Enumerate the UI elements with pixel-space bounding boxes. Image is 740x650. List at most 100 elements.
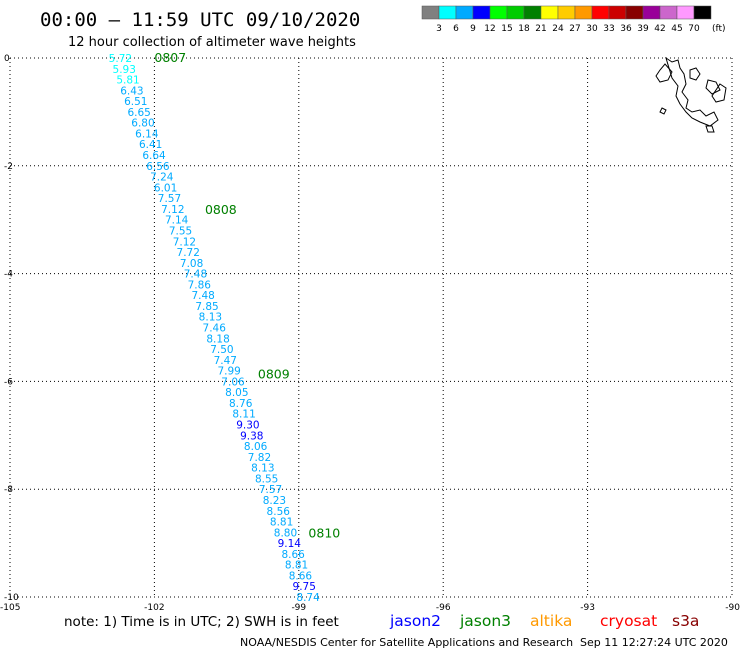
x-tick-label: -102: [144, 603, 164, 613]
pass-time-label: 0808: [205, 202, 237, 217]
mission-jason2: jason2: [389, 612, 441, 630]
swh-sample: 7.50: [210, 344, 233, 356]
swh-sample: 7.24: [150, 172, 174, 184]
y-tick-label: 0: [4, 54, 10, 64]
legend-swatch: [659, 5, 678, 20]
legend-bin-label: 42: [654, 24, 665, 34]
swh-sample: 8.74: [296, 592, 320, 604]
swh-sample: 8.81: [270, 517, 293, 529]
legend-unit: (ft): [712, 24, 726, 34]
swh-sample: 7.48: [184, 269, 207, 281]
swh-sample: 7.99: [217, 366, 240, 378]
swh-sample: 7.14: [165, 215, 189, 227]
swh-sample: 8.55: [255, 473, 278, 485]
x-tick-label: -90: [725, 603, 740, 613]
x-tick-label: -99: [291, 603, 306, 613]
y-tick-label: -10: [4, 593, 19, 603]
legend-swatch: [438, 5, 457, 20]
legend-swatch: [608, 5, 627, 20]
legend-swatch: [642, 5, 661, 20]
mission-s3a: s3a: [672, 612, 699, 630]
pass-time-labels: 0807 0808 0809 0810: [154, 50, 340, 540]
y-tick-label: -2: [4, 162, 13, 172]
legend-bin-label: 3: [436, 24, 442, 34]
color-scale-legend: 3 6 9 12 15 18 21 24 27 30 33 36 39 42 45 70: [421, 5, 712, 34]
swh-sample: 7.82: [248, 452, 271, 464]
swh-sample: 8.76: [229, 398, 253, 410]
swh-sample: 8.66: [281, 549, 305, 561]
swh-sample: 8.23: [263, 495, 286, 507]
swh-sample: 8.13: [199, 312, 222, 324]
legend-bin-label: 33: [603, 24, 614, 34]
swh-sample: 9.38: [240, 430, 263, 442]
chart-title: 00:00 – 11:59 UTC 09/10/2020: [40, 9, 360, 31]
legend-bin-label: 70: [688, 24, 700, 34]
swh-sample: 7.47: [214, 355, 237, 367]
swh-sample: 8.56: [267, 506, 291, 518]
mission-jason3: jason3: [459, 612, 511, 630]
legend-bin-label: 21: [535, 24, 546, 34]
swh-sample: 8.80: [274, 527, 297, 539]
swh-sample: 7.46: [203, 323, 227, 335]
legend-swatch: [557, 5, 576, 20]
legend-bin-label: 45: [671, 24, 682, 34]
swh-sample: 7.12: [161, 204, 184, 216]
swh-sample: 7.72: [177, 247, 200, 259]
swh-sample: 7.57: [158, 193, 181, 205]
x-tick-label: -105: [0, 603, 20, 613]
swh-sample: 7.55: [169, 225, 192, 237]
swh-sample: 5.93: [113, 64, 136, 76]
swh-sample: 6.64: [142, 150, 166, 162]
chart-subtitle: 12 hour collection of altimeter wave hei…: [68, 35, 356, 50]
legend-bin-label: 12: [484, 24, 495, 34]
swh-sample: 8.66: [289, 570, 313, 582]
legend-swatch: [523, 5, 542, 20]
legend-swatch: [676, 5, 695, 20]
legend-bin-label: 24: [552, 24, 564, 34]
y-tick-label: -6: [4, 377, 13, 387]
legend-swatch: [472, 5, 491, 20]
x-tick-label: -93: [580, 603, 595, 613]
mission-altika: altika: [530, 612, 572, 630]
swh-sample: 7.85: [195, 301, 218, 313]
swh-sample: 7.48: [191, 290, 214, 302]
pass-time-label: 0809: [258, 366, 290, 381]
axis-ticks: 0 -2 -4 -6 -8 -10-105 -102 -99 -96 -93 -90: [0, 54, 740, 613]
y-tick-label: -8: [4, 485, 13, 495]
swh-sample: 8.81: [285, 560, 308, 572]
legend-bin-label: 39: [637, 24, 649, 34]
swh-sample: 5.81: [116, 75, 139, 87]
legend-swatch: [421, 5, 440, 20]
swh-sample: 6.41: [139, 139, 162, 151]
swh-sample: 6.01: [154, 182, 177, 194]
legend-bin-label: 27: [569, 24, 580, 34]
swh-sample: 8.11: [232, 409, 255, 421]
swh-sample: 6.14: [135, 128, 159, 140]
swh-sample: 7.57: [259, 484, 282, 496]
swh-sample: 6.56: [146, 161, 170, 173]
swh-sample: 6.51: [124, 96, 147, 108]
legend-swatch: [540, 5, 559, 20]
swh-sample: 9.14: [278, 538, 302, 550]
swh-sample: 8.18: [206, 333, 229, 345]
legend-swatch: [693, 5, 712, 20]
gridlines: [9, 57, 733, 598]
legend-bin-label: 30: [586, 24, 598, 34]
legend-swatch: [574, 5, 593, 20]
legend-swatch: [506, 5, 525, 20]
footer-credit: NOAA/NESDIS Center for Satellite Applica…: [240, 636, 573, 649]
swh-sample: 6.43: [120, 85, 143, 97]
footer-note: note: 1) Time is in UTC; 2) SWH is in fe…: [64, 614, 339, 630]
legend-bin-label: 9: [470, 24, 476, 34]
swh-sample: 9.75: [293, 581, 316, 593]
swh-samples: 5.725.935.816.436.516.656.806.146.416.64…: [109, 53, 320, 604]
legend-bin-label: 6: [453, 24, 459, 34]
pass-time-label: 0810: [308, 525, 340, 540]
legend-swatch: [625, 5, 644, 20]
legend-swatch: [455, 5, 474, 20]
legend-bin-label: 18: [518, 24, 530, 34]
swh-sample: 7.12: [173, 236, 196, 248]
legend-bin-label: 15: [501, 24, 512, 34]
